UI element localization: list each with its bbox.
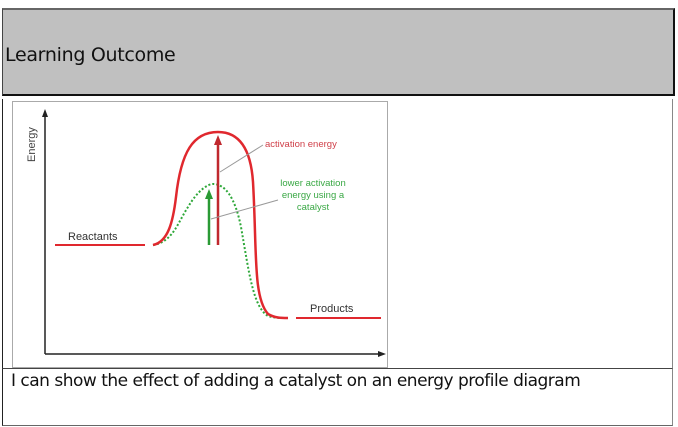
learning-outcome-header: Learning Outcome: [2, 8, 675, 96]
y-axis-label: Energy: [26, 127, 38, 162]
activation-arrow-head-icon: [214, 135, 222, 145]
y-axis-arrow-icon: [42, 109, 48, 117]
catalyst-arrow-head-icon: [205, 189, 213, 199]
catalyst-label-line-3: catalyst: [297, 202, 330, 213]
catalyst-label-line-2: energy using a: [282, 190, 345, 201]
header-title: Learning Outcome: [5, 44, 176, 66]
activation-energy-label: activation energy: [265, 139, 337, 150]
x-axis-arrow-icon: [378, 351, 386, 357]
catalyst-leader-line: [210, 199, 279, 220]
outcome-cell: I can show the effect of adding a cataly…: [2, 368, 673, 426]
products-label: Products: [310, 303, 354, 315]
uncatalysed-curve: [152, 130, 289, 320]
catalyst-label-line-1: lower activation: [280, 178, 345, 189]
catalysed-curve: [152, 182, 289, 319]
activation-leader-line: [219, 144, 264, 173]
energy-profile-svg: Energy Reactants Products activation ene…: [26, 109, 386, 357]
diagram-cell: [2, 99, 673, 369]
reactants-label: Reactants: [68, 231, 118, 243]
outcome-text: I can show the effect of adding a cataly…: [11, 371, 581, 391]
energy-profile-diagram: Energy Reactants Products activation ene…: [12, 101, 388, 368]
